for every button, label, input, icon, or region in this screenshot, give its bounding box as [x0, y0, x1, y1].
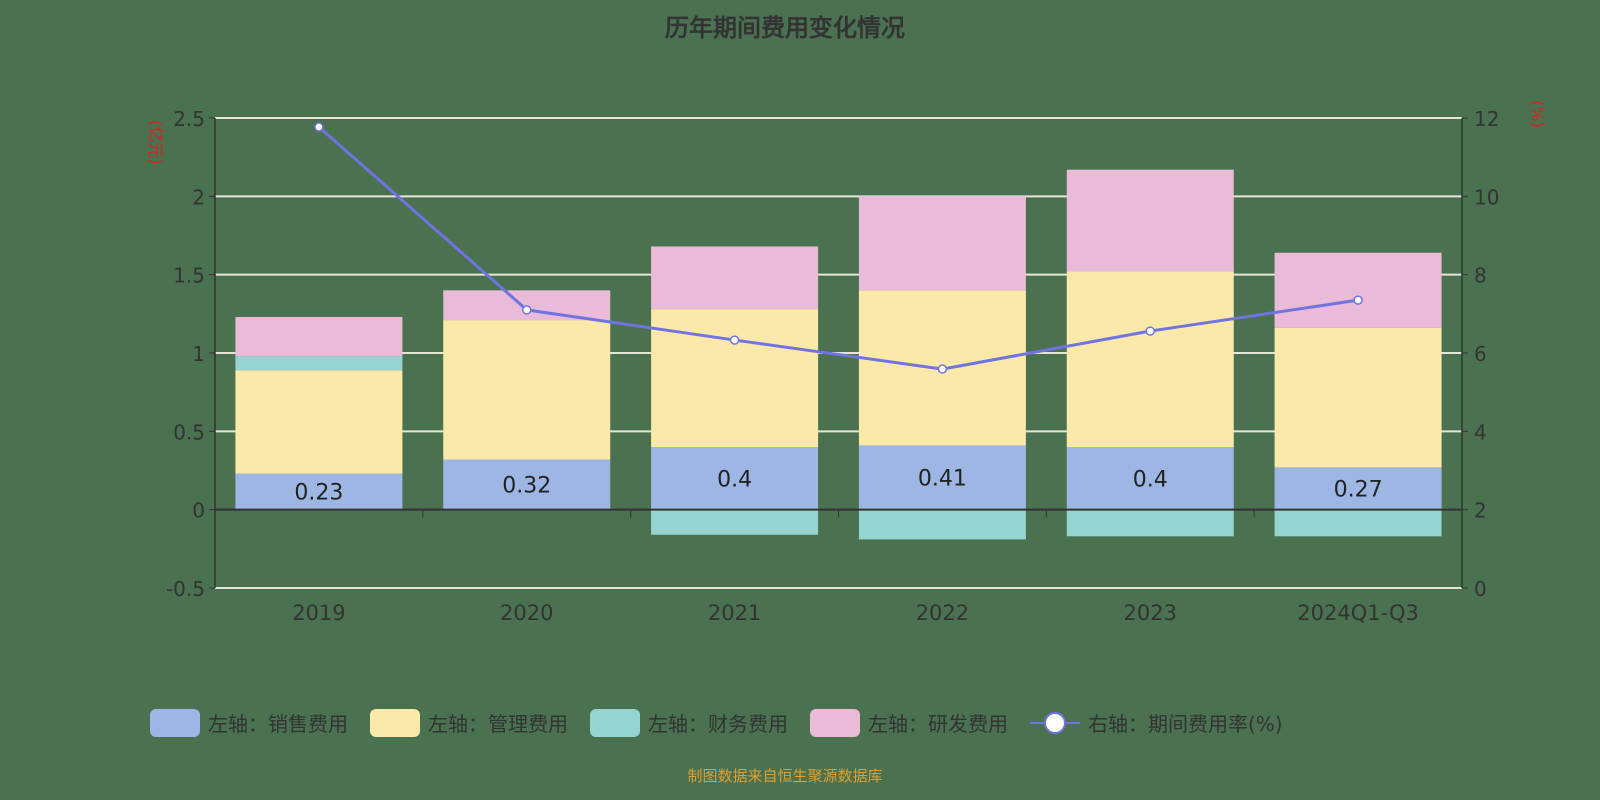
- legend-item-rd[interactable]: 左轴：研发费用: [810, 708, 1008, 737]
- legend-item-admin[interactable]: 左轴：管理费用: [370, 708, 568, 737]
- x-tick-label: 2024Q1-Q3: [1297, 601, 1419, 625]
- left-tick-label: 0.5: [173, 420, 205, 444]
- bar-segment: [443, 320, 611, 460]
- bar-data-label: 0.23: [294, 481, 343, 506]
- bar-segment: [858, 445, 1026, 510]
- right-tick-label: 4: [1474, 420, 1487, 444]
- bar-data-label: 0.4: [1133, 467, 1168, 492]
- bar-segment: [651, 509, 819, 535]
- bar-data-label: 0.27: [1334, 478, 1383, 503]
- legend: 左轴：销售费用 左轴：管理费用 左轴：财务费用 左轴：研发费用 右轴：期间费用率…: [150, 708, 1305, 737]
- bar-segment: [235, 370, 403, 474]
- left-tick-label: 1: [192, 342, 205, 366]
- legend-swatch: [810, 708, 860, 737]
- line-marker-icon: [1030, 709, 1080, 737]
- right-tick-label: 6: [1474, 342, 1487, 366]
- source-note: 制图数据来自恒生聚源数据库: [687, 767, 883, 785]
- legend-item-rate[interactable]: 右轴：期间费用率(%): [1030, 708, 1283, 737]
- bar-segment: [1274, 509, 1442, 537]
- legend-item-finance[interactable]: 左轴：财务费用: [590, 708, 788, 737]
- left-tick-label: -0.5: [166, 577, 205, 601]
- rate-line: [317, 125, 1359, 371]
- right-tick-label: 0: [1474, 577, 1487, 601]
- rate-point: [314, 122, 324, 132]
- bar-segment: [651, 246, 819, 310]
- bar-data-label: 0.41: [918, 467, 967, 492]
- legend-label: 左轴：财务费用: [648, 712, 788, 736]
- bar-segment: [858, 196, 1026, 291]
- left-tick-label: 0: [192, 499, 205, 523]
- bar-data-label: 0.4: [717, 467, 752, 492]
- rate-point: [1353, 295, 1363, 305]
- chart-title: 历年期间费用变化情况: [665, 14, 905, 42]
- bar-segment: [235, 316, 403, 357]
- bar-segment: [651, 447, 819, 510]
- right-tick-label: 2: [1474, 499, 1487, 523]
- legend-item-sales[interactable]: 左轴：销售费用: [150, 708, 348, 737]
- bar-segment: [1066, 169, 1234, 272]
- legend-label: 左轴：销售费用: [208, 712, 348, 736]
- bar-data-label: 0.32: [502, 474, 551, 499]
- bar-segment: [1066, 447, 1234, 510]
- bar-segment: [1274, 467, 1442, 510]
- bar-segment: [443, 459, 611, 510]
- legend-label: 左轴：研发费用: [868, 712, 1008, 736]
- rate-point: [937, 364, 948, 374]
- bar-segment: [235, 473, 403, 510]
- right-axis-unit: (%): [1528, 100, 1547, 128]
- x-tick-label: 2022: [916, 601, 969, 625]
- x-tick-label: 2023: [1124, 601, 1177, 625]
- rate-point: [729, 335, 740, 345]
- left-tick-label: 1.5: [173, 264, 205, 288]
- right-tick-label: 10: [1474, 185, 1499, 209]
- x-tick-label: 2019: [292, 601, 345, 625]
- legend-label: 左轴：管理费用: [428, 712, 568, 736]
- legend-swatch: [150, 708, 200, 737]
- right-tick-label: 8: [1474, 264, 1487, 288]
- bar-segment: [1066, 509, 1234, 537]
- left-tick-label: 2: [192, 185, 205, 209]
- bar-segment: [1274, 252, 1442, 328]
- legend-label: 右轴：期间费用率(%): [1088, 712, 1283, 736]
- bar-segment: [858, 509, 1026, 540]
- right-tick-label: 12: [1474, 107, 1499, 131]
- x-tick-label: 2021: [708, 601, 761, 625]
- legend-swatch: [590, 708, 640, 737]
- rate-point: [1145, 326, 1155, 336]
- left-axis-unit: (亿元): [146, 120, 165, 165]
- legend-swatch: [370, 708, 420, 737]
- bar-segment: [1274, 327, 1442, 468]
- bar-segment: [1066, 271, 1234, 447]
- rate-point: [522, 305, 532, 315]
- bar-segment: [651, 309, 819, 447]
- left-tick-label: 2.5: [173, 107, 205, 131]
- x-tick-label: 2020: [500, 601, 553, 625]
- bar-segment: [235, 356, 403, 371]
